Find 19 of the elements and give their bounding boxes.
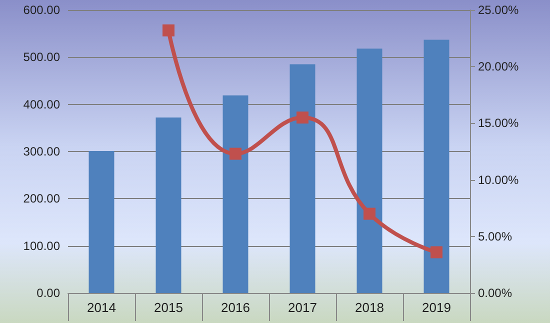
y-tick-label: 200.00 xyxy=(23,192,60,206)
y2-tick-label: 15.00% xyxy=(478,116,520,130)
y-tick-label: 0.00 xyxy=(36,286,60,300)
y2-tick-label: 10.00% xyxy=(478,172,520,187)
y-tick-label: 100.00 xyxy=(23,238,60,253)
x-tick-label: 2019 xyxy=(422,300,451,315)
y2-tick-label: 0.00% xyxy=(478,286,512,300)
x-tick-label: 2016 xyxy=(221,300,250,315)
y2-tick-label: 5.00% xyxy=(478,229,512,244)
y-tick-label: 600.00 xyxy=(23,3,60,17)
y2-tick-label: 20.00% xyxy=(478,60,520,74)
x-tick-label: 2014 xyxy=(87,300,116,315)
y2-tick-label: 25.00% xyxy=(478,3,520,17)
x-tick-label: 2018 xyxy=(355,300,384,315)
y-tick-label: 300.00 xyxy=(23,144,60,158)
x-tick-label: 2017 xyxy=(288,300,317,315)
y-tick-label: 400.00 xyxy=(23,97,60,112)
y-tick-label: 500.00 xyxy=(23,50,60,64)
x-tick-label: 2015 xyxy=(154,300,183,315)
